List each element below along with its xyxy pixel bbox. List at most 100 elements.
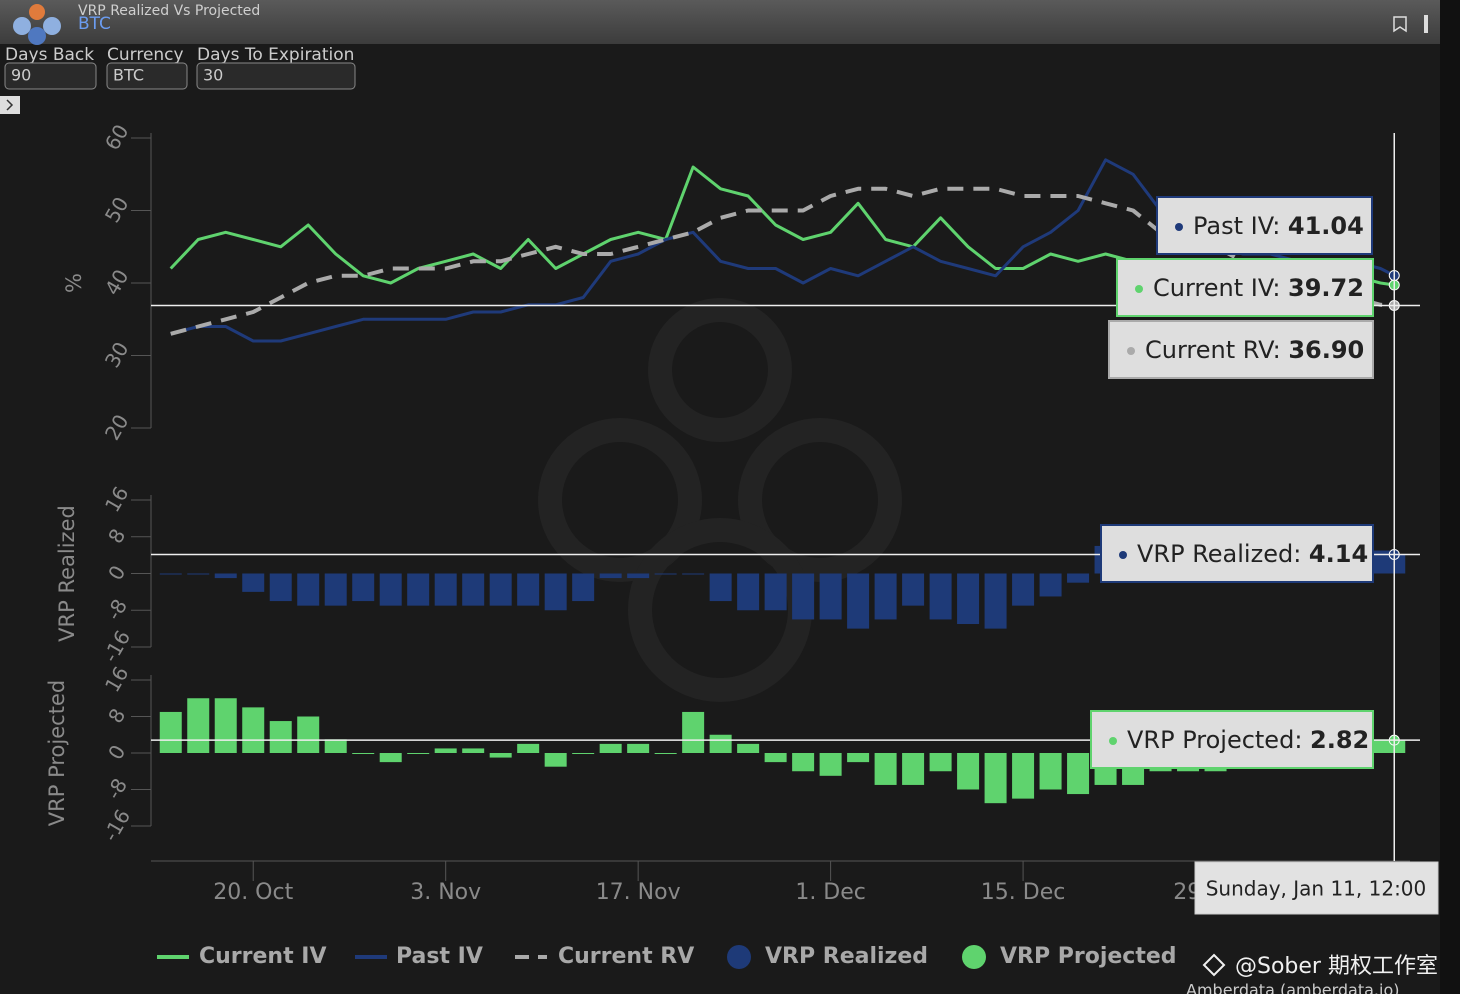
tooltips: Current IV: 39.72 Past IV: 41.04 Current R… <box>1090 196 1374 769</box>
bar <box>1012 573 1035 606</box>
bar <box>1039 573 1062 597</box>
bar <box>379 753 402 763</box>
bar <box>489 753 512 758</box>
bar <box>242 573 265 592</box>
bar <box>599 743 622 753</box>
tooltip-text: Current IV: 39.72 <box>1153 274 1364 302</box>
bar <box>902 573 925 606</box>
bar <box>517 743 540 753</box>
tooltip-dot <box>1127 347 1135 355</box>
legend-label[interactable]: Current IV <box>199 944 326 969</box>
tooltip-dot <box>1109 737 1117 745</box>
bar <box>957 573 980 625</box>
bar <box>242 707 265 753</box>
tooltip-series-name: Current IV <box>1153 274 1275 302</box>
legend-label[interactable]: VRP Realized <box>765 944 928 969</box>
tooltip-box <box>1090 710 1374 769</box>
bar <box>407 753 430 754</box>
bar <box>572 753 595 754</box>
date-tooltip-box <box>1194 861 1439 915</box>
legend-label[interactable]: VRP Projected <box>1000 944 1177 969</box>
bar <box>764 573 787 611</box>
input-label: Currency <box>107 45 184 65</box>
credits: Amberdata (amberdata.io) <box>1186 981 1399 994</box>
watermark: @Sober 期权工作室 <box>1235 954 1438 979</box>
bar <box>847 573 870 629</box>
bar <box>627 743 650 753</box>
bar <box>407 573 430 606</box>
expand-button[interactable] <box>0 96 20 114</box>
bar <box>847 753 870 763</box>
tooltip-box <box>1108 320 1374 379</box>
header-subtitle: BTC <box>78 14 111 34</box>
bar <box>874 753 897 785</box>
watermark-logo <box>538 298 902 702</box>
bar <box>1067 573 1090 583</box>
bar <box>709 734 732 753</box>
bar <box>984 573 1007 629</box>
legend-label[interactable]: Past IV <box>396 944 483 969</box>
tooltip-dot <box>1175 223 1183 231</box>
tooltip-box <box>1100 524 1374 583</box>
bar <box>1012 753 1035 799</box>
tooltip-box <box>1116 258 1374 317</box>
header-title: VRP Realized Vs Projected <box>78 3 260 19</box>
bar <box>434 573 457 606</box>
legend-swatch <box>727 945 751 969</box>
tooltip-separator: : <box>1273 336 1289 364</box>
tooltip-value: 41.04 <box>1288 212 1364 240</box>
tooltip-text: VRP Projected: 2.82 <box>1127 726 1369 754</box>
tooltip-text: VRP Realized: 4.14 <box>1137 540 1368 568</box>
tooltip-separator: : <box>1272 212 1288 240</box>
bar <box>544 753 567 767</box>
tooltip-value: 4.14 <box>1309 540 1368 568</box>
bar <box>599 573 622 579</box>
tooltip-series-name: VRP Realized <box>1137 540 1293 568</box>
tooltip-separator: : <box>1294 726 1310 754</box>
bar <box>1039 753 1062 790</box>
bar <box>682 711 705 753</box>
input-label: Days To Expiration <box>197 45 354 65</box>
input-box[interactable] <box>106 62 188 90</box>
bar <box>984 753 1007 804</box>
bar <box>929 753 952 772</box>
bar <box>819 573 842 620</box>
bar <box>434 748 457 753</box>
bar <box>819 753 842 776</box>
date-tooltip-text: Sunday, Jan 11, 12:00 <box>1206 877 1427 901</box>
bookmark-icon[interactable] <box>1393 16 1407 33</box>
bar <box>462 573 485 606</box>
bar <box>572 573 595 602</box>
bar <box>379 573 402 606</box>
x-tick-label: 17. Nov <box>596 880 681 905</box>
legend-swatch <box>962 945 986 969</box>
bar <box>1067 753 1090 795</box>
bar <box>792 573 815 620</box>
tooltip-series-name: Past IV <box>1193 212 1275 240</box>
bar <box>682 573 705 575</box>
tooltip-value: 39.72 <box>1288 274 1364 302</box>
bar <box>269 721 292 753</box>
bar <box>957 753 980 790</box>
bar <box>874 573 897 620</box>
input-box[interactable] <box>4 62 97 90</box>
header-bar <box>0 0 1440 44</box>
bar <box>297 573 320 606</box>
bar <box>324 573 347 606</box>
bar <box>187 698 210 753</box>
bar <box>489 573 512 606</box>
bar <box>709 573 732 602</box>
bar <box>627 573 650 579</box>
legend-label[interactable]: Current RV <box>558 944 694 969</box>
bar <box>159 573 182 575</box>
y-axis-label: VRP Realized <box>55 505 79 642</box>
input-box[interactable] <box>196 62 356 90</box>
menu-icon[interactable] <box>1424 15 1428 33</box>
tooltip-value: 2.82 <box>1310 726 1369 754</box>
bar <box>214 698 237 753</box>
tooltip-series-name: VRP Projected <box>1127 726 1294 754</box>
tooltip-text: Past IV: 41.04 <box>1193 212 1364 240</box>
x-tick-label: 3. Nov <box>410 880 481 905</box>
